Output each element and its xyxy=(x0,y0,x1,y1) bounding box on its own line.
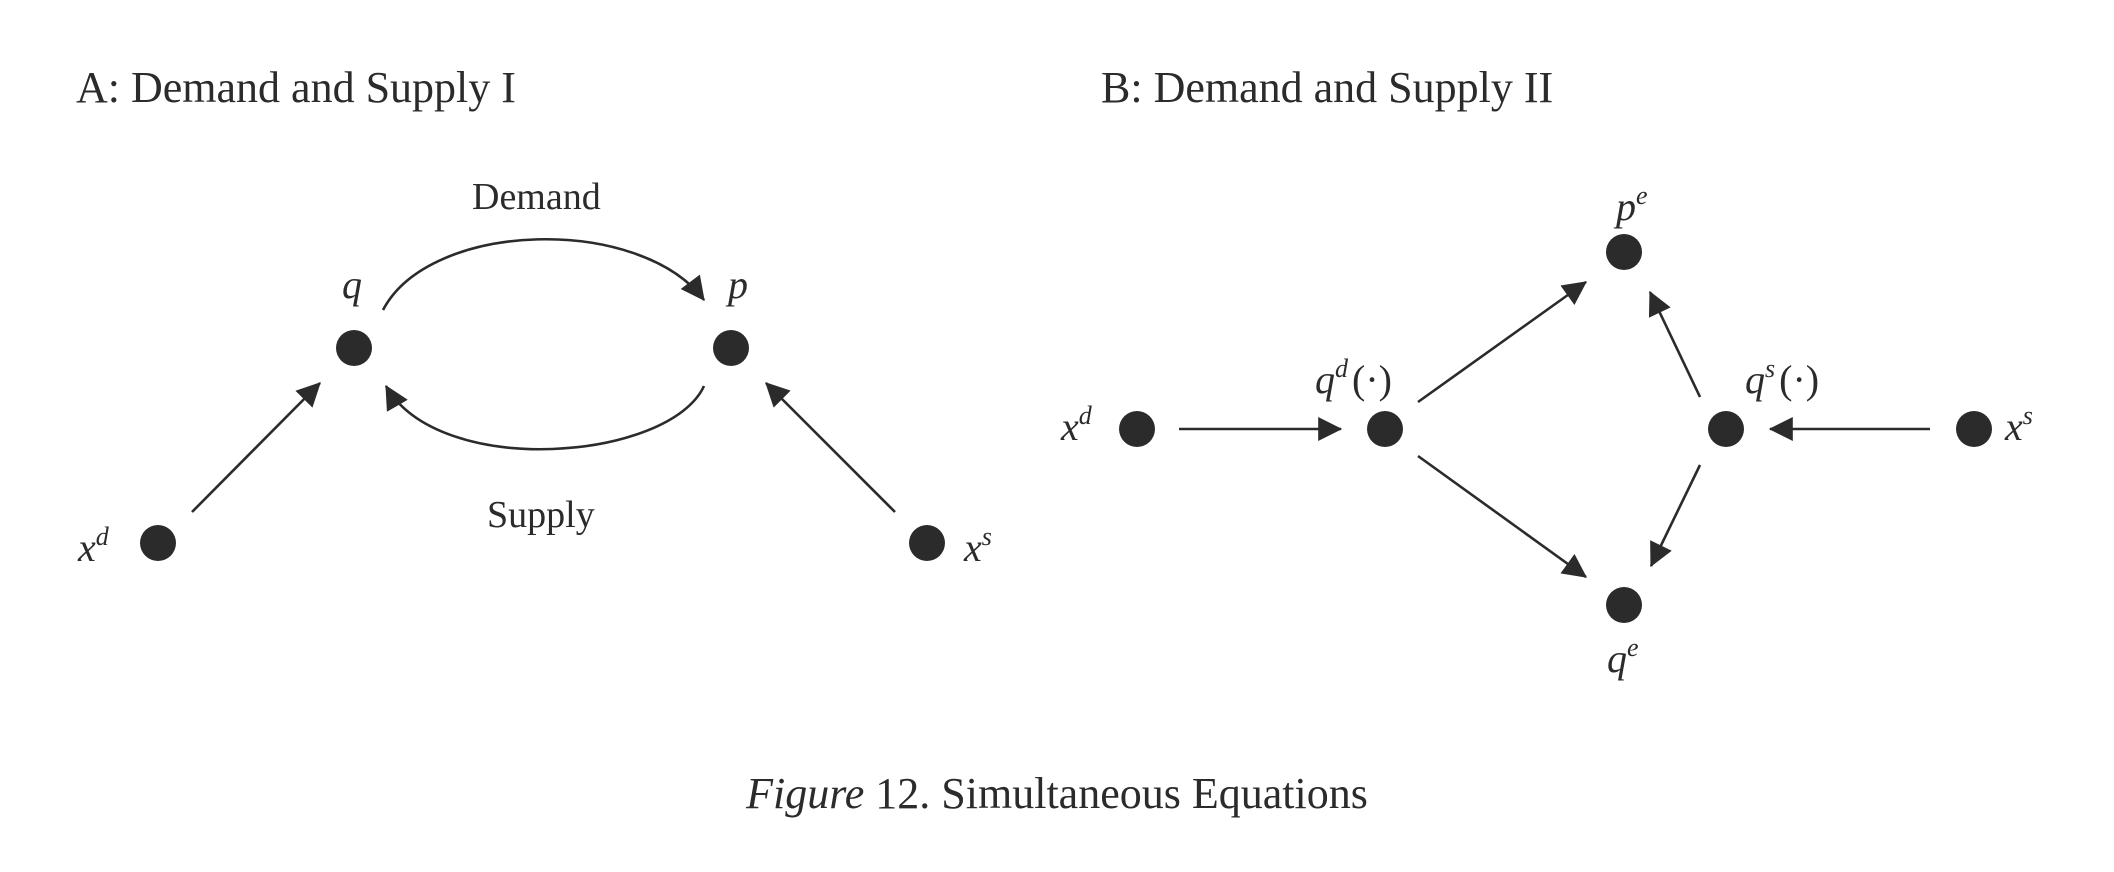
caption-figure-word: Figure xyxy=(745,769,864,818)
panel-b-edge-qd-pe xyxy=(1417,280,1587,404)
panel-b-node-qs xyxy=(1708,411,1744,447)
panel-b-label-xs: xs xyxy=(2004,401,2033,449)
panel-b-node-qd xyxy=(1367,411,1403,447)
panel-b-edge-qs-pe xyxy=(1648,290,1702,398)
panel-a-label-demand: Demand xyxy=(472,176,601,218)
panel-a-edge-xs-p xyxy=(765,382,896,513)
caption-text: 12. Simultaneous Equations xyxy=(864,769,1368,818)
panel-b-label-qd: qd (·) xyxy=(1315,354,1392,402)
panel-b-label-pe: pe xyxy=(1613,181,1648,229)
panel-b-node-pe xyxy=(1606,234,1642,270)
panel-b-node-qe xyxy=(1606,587,1642,623)
panel-a-node-q xyxy=(336,330,372,366)
panel-a-label-supply: Supply xyxy=(487,494,595,536)
panel-b-node-xs xyxy=(1956,411,1992,447)
panel-a-edge-supply xyxy=(384,384,706,451)
panel-a-label-q: q xyxy=(342,262,362,307)
panel-b-edge-qs-qe xyxy=(1649,464,1702,568)
panel-b-label-xd: xd xyxy=(1060,401,1093,449)
figure-caption: Figure 12. Simultaneous Equations xyxy=(745,769,1368,818)
panel-a-edge-demand xyxy=(381,237,706,311)
panel-a-label-xd: xd xyxy=(77,522,110,570)
panel-a-node-p xyxy=(713,330,749,366)
panel-b-label-qs: qs (·) xyxy=(1745,354,1819,402)
panel-b: B: Demand and Supply II xd qd (·) pe qe q… xyxy=(1060,63,2033,681)
panel-b-title: B: Demand and Supply II xyxy=(1101,63,1553,112)
panel-b-edge-qd-qe xyxy=(1417,454,1587,579)
panel-b-label-qe: qe xyxy=(1607,633,1639,681)
panel-a-title: A: Demand and Supply I xyxy=(76,63,516,112)
panel-a-node-xd xyxy=(140,525,176,561)
panel-a-label-p: p xyxy=(725,262,748,307)
panel-a-label-xs: xs xyxy=(963,522,992,570)
panel-a-node-xs xyxy=(909,525,945,561)
panel-b-node-xd xyxy=(1119,411,1155,447)
panel-a-edge-xd-q xyxy=(191,382,321,513)
panel-a: A: Demand and Supply I Demand Supply q p… xyxy=(76,63,992,570)
